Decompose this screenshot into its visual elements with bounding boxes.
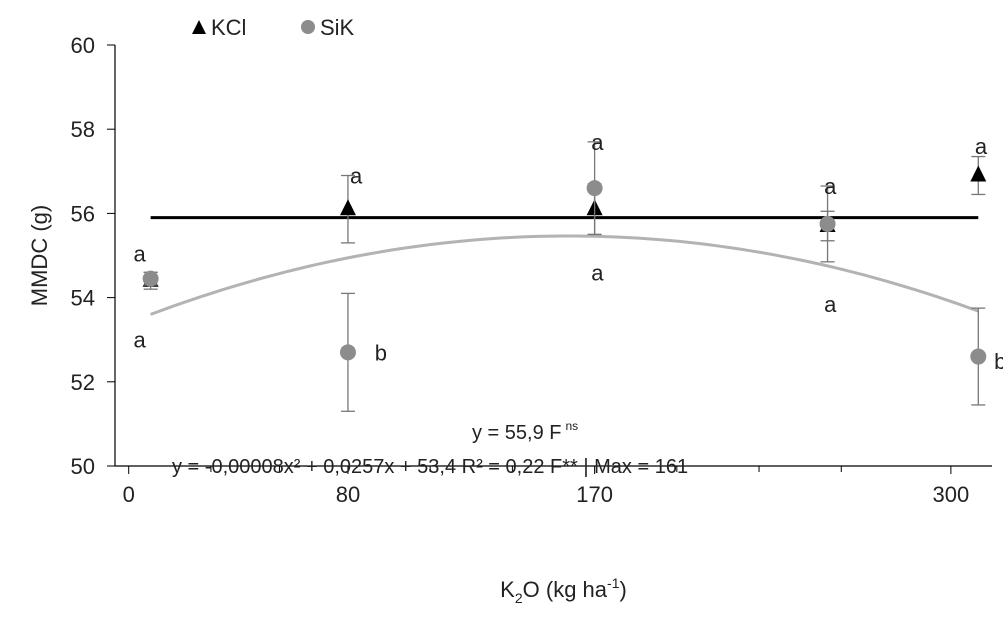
y-tick-label: 54 [71, 286, 95, 311]
significance-letter: a [824, 292, 837, 317]
x-axis-title-part: O (kg ha [523, 577, 608, 602]
significance-letter: a [350, 164, 363, 189]
significance-letter: a [591, 260, 604, 285]
data-marks [142, 141, 987, 412]
x-tick-label: 80 [336, 482, 360, 507]
x-axis-title-part: K [500, 577, 515, 602]
significance-letter: a [824, 174, 837, 199]
significance-letters: a a a b a a a a a b [134, 130, 1003, 374]
y-tick-label: 50 [71, 454, 95, 479]
x-tick-label: 300 [933, 482, 970, 507]
y-tick-label: 60 [71, 33, 95, 58]
point-sik [819, 215, 836, 232]
x-axis-title-part: ) [619, 577, 626, 602]
point-kcl [339, 199, 356, 216]
y-axis-title: MMDC (g) [27, 205, 52, 306]
y-tick-label: 56 [71, 201, 95, 226]
x-axis-title: K2O (kg ha-1) [500, 575, 627, 606]
x-axis-title-part: 2 [515, 590, 523, 606]
legend-marker-sik [301, 20, 315, 34]
point-sik [142, 270, 159, 287]
axis-labels: MMDC (g) K2O (kg ha-1) [27, 205, 627, 606]
point-sik [339, 344, 356, 361]
legend-label-kcl: KCl [211, 15, 246, 40]
legend-label-sik: SiK [320, 15, 355, 40]
y-tick-label: 58 [71, 117, 95, 142]
significance-letter: b [994, 349, 1003, 374]
fit-lines [150, 216, 979, 316]
x-axis-title-part: -1 [607, 575, 620, 591]
significance-letter: a [975, 134, 988, 159]
point-sik [586, 180, 603, 197]
significance-letter: a [591, 130, 604, 155]
y-tick-label: 52 [71, 370, 95, 395]
equation-kcl-superscript: ns [566, 419, 579, 433]
point-sik [970, 348, 987, 365]
fit-curve-sik [150, 234, 979, 316]
significance-letter: a [134, 241, 147, 266]
x-tick-label: 0 [123, 482, 135, 507]
legend-marker-kcl [192, 20, 206, 34]
axes: 50 52 54 56 58 60 0 80 170 300 [71, 33, 992, 507]
equation-sik: y = -0,00008x² + 0,0257x + 53,4 R² = 0,2… [172, 456, 688, 478]
significance-letter: b [375, 340, 387, 365]
legend: KCl SiK [192, 15, 355, 40]
x-tick-label: 170 [576, 482, 613, 507]
point-kcl [970, 165, 987, 182]
significance-letter: a [134, 328, 147, 353]
